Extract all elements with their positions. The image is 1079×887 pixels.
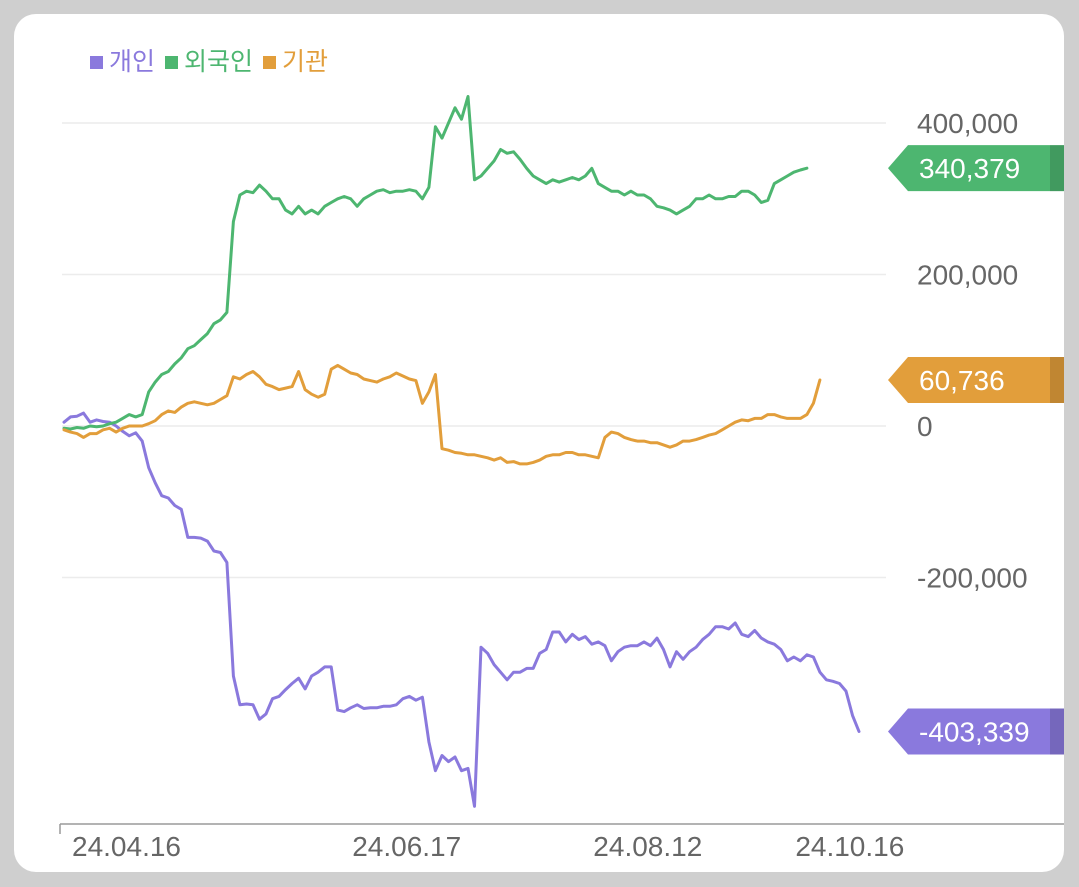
series-line-institution <box>62 363 822 466</box>
legend-label-foreign: 외국인 <box>184 47 254 76</box>
x-tick-label: 24.10.16 <box>795 831 904 862</box>
legend-label-institution: 기관 <box>282 47 329 76</box>
x-axis: 24.04.16 24.06.17 24.08.12 24.10.16 <box>72 831 904 862</box>
legend: 개인 외국인 기관 <box>90 46 338 78</box>
y-axis: 400,000 200,000 0 -200,000 <box>917 108 1028 594</box>
legend-swatch-individual <box>90 55 103 69</box>
grid-layer <box>59 122 1064 834</box>
x-tick-label: 24.06.17 <box>352 831 461 862</box>
series-line-foreign <box>62 95 809 431</box>
end-label-tag-foreign <box>888 145 1064 192</box>
end-label-value-individual: -403,339 <box>919 717 1030 748</box>
x-tick-label: 24.04.16 <box>72 831 181 862</box>
legend-label-individual: 개인 <box>109 47 156 76</box>
y-tick-label: 200,000 <box>917 260 1018 291</box>
end-label-shadow <box>1050 708 1064 755</box>
y-tick-label: -200,000 <box>917 563 1028 594</box>
end-labels: -403,339 340,379 60,736 <box>888 145 1064 755</box>
legend-item-individual[interactable]: 개인 <box>90 46 155 78</box>
x-tick-label: 24.08.12 <box>593 831 702 862</box>
end-label-tag-institution <box>888 356 1064 403</box>
legend-item-foreign[interactable]: 외국인 <box>165 46 253 78</box>
end-label-tag-individual <box>888 708 1064 755</box>
legend-swatch-institution <box>263 55 277 69</box>
y-tick-label: 0 <box>917 411 933 442</box>
end-label-shadow <box>1050 145 1064 192</box>
chart-card: 개인 외국인 기관 400,000 200,000 0 -200,000 24.04.… <box>14 14 1064 872</box>
line-chart: 400,000 200,000 0 -200,000 24.04.16 24.06.17… <box>59 95 1064 862</box>
series-line-individual <box>62 411 861 808</box>
legend-item-institution[interactable]: 기관 <box>263 46 328 78</box>
legend-swatch-foreign <box>165 55 179 69</box>
series-layer <box>62 95 861 808</box>
end-label-value-institution: 60,736 <box>919 365 1005 396</box>
end-label-value-foreign: 340,379 <box>919 153 1020 184</box>
end-label-shadow <box>1050 356 1064 403</box>
y-tick-label: 400,000 <box>917 108 1018 139</box>
